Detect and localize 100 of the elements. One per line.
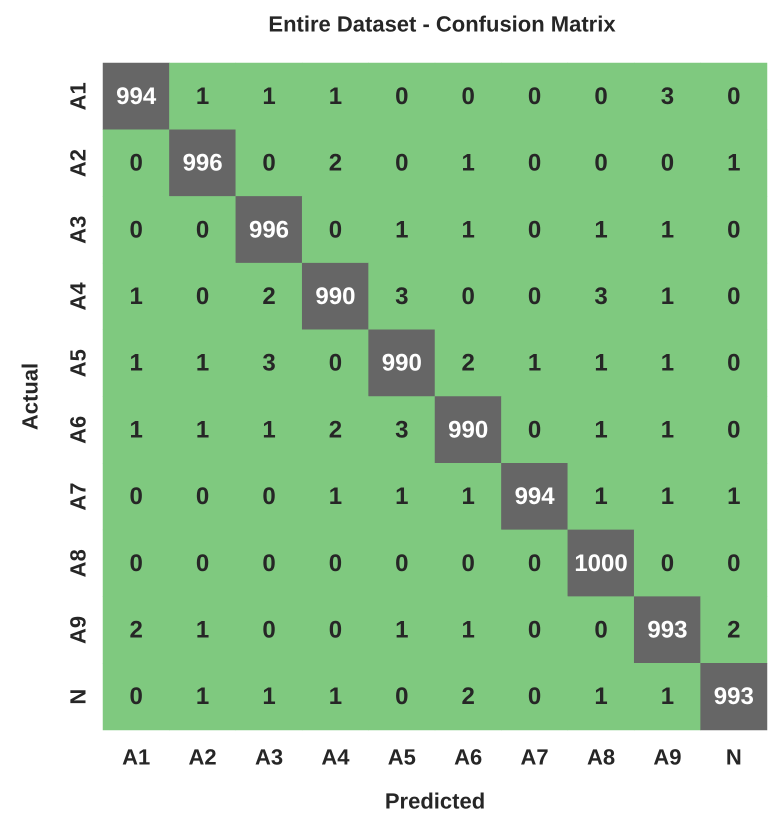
data-label: 990 bbox=[315, 282, 356, 310]
y-tick-label: A3 bbox=[66, 216, 90, 244]
y-tick-label: A7 bbox=[66, 482, 90, 511]
data-label: 0 bbox=[528, 683, 542, 710]
data-label: 1 bbox=[727, 483, 740, 510]
data-label: 1 bbox=[462, 216, 475, 244]
y-tick-label: A9 bbox=[66, 616, 90, 644]
data-label: 0 bbox=[462, 82, 475, 110]
data-label: 2 bbox=[462, 350, 475, 377]
data-label: 3 bbox=[594, 282, 608, 310]
data-label: 3 bbox=[395, 416, 408, 444]
data-label: 1 bbox=[196, 416, 210, 444]
x-axis-title: Predicted bbox=[384, 788, 486, 814]
data-label: 0 bbox=[727, 82, 740, 110]
y-tick-label: A5 bbox=[66, 349, 90, 378]
y-tick-label: N bbox=[66, 688, 90, 705]
data-label: 1 bbox=[130, 350, 143, 377]
data-label: 0 bbox=[130, 550, 143, 577]
data-label: 2 bbox=[462, 683, 475, 710]
data-label: 0 bbox=[130, 483, 143, 510]
data-label: 2 bbox=[262, 282, 276, 310]
y-tick-label: A4 bbox=[66, 282, 90, 311]
data-label: 1 bbox=[660, 483, 674, 510]
data-label: 0 bbox=[130, 150, 143, 177]
x-tick-label: A2 bbox=[188, 744, 217, 770]
x-tick-label: A1 bbox=[122, 744, 150, 770]
data-label: 990 bbox=[448, 416, 488, 444]
data-label: 0 bbox=[262, 483, 276, 510]
data-label: 0 bbox=[727, 282, 740, 310]
data-label: 1 bbox=[262, 683, 276, 710]
data-label: 3 bbox=[660, 82, 674, 110]
data-label: 0 bbox=[196, 282, 210, 310]
data-label: 996 bbox=[248, 216, 290, 244]
data-label: 0 bbox=[328, 216, 342, 244]
data-label: 1 bbox=[462, 483, 475, 510]
data-label: 0 bbox=[196, 216, 210, 244]
data-label: 1 bbox=[594, 416, 608, 444]
x-tick-label: A5 bbox=[388, 744, 416, 770]
data-label: 0 bbox=[262, 550, 276, 577]
data-label: 2 bbox=[130, 616, 143, 644]
x-tick-label: A6 bbox=[454, 744, 482, 770]
data-label: 2 bbox=[328, 416, 342, 444]
data-label: 0 bbox=[528, 616, 542, 644]
data-label: 1 bbox=[262, 416, 276, 444]
data-label: 3 bbox=[262, 350, 276, 377]
data-label: 1 bbox=[462, 616, 475, 644]
data-label: 994 bbox=[116, 82, 157, 110]
x-tick-label: A8 bbox=[586, 744, 616, 770]
data-label: 2 bbox=[328, 150, 342, 177]
data-label: 1 bbox=[328, 82, 342, 110]
data-label: 1 bbox=[130, 416, 143, 444]
data-label: 0 bbox=[328, 616, 342, 644]
data-label: 1 bbox=[660, 216, 674, 244]
x-tick-label: N bbox=[726, 744, 742, 770]
data-label: 0 bbox=[462, 282, 475, 310]
data-label: 1 bbox=[594, 683, 608, 710]
data-label: 1 bbox=[727, 150, 740, 177]
data-label: 0 bbox=[395, 683, 408, 710]
data-label: 0 bbox=[727, 350, 740, 377]
data-label: 0 bbox=[130, 216, 143, 244]
data-label: 1 bbox=[130, 282, 143, 310]
data-label: 0 bbox=[395, 150, 408, 177]
data-label: 1 bbox=[262, 82, 276, 110]
data-label: 1 bbox=[395, 483, 408, 510]
data-label: 0 bbox=[395, 82, 408, 110]
data-label: 1 bbox=[528, 350, 542, 377]
x-tick-label: A7 bbox=[520, 744, 549, 770]
data-label: 0 bbox=[727, 416, 740, 444]
data-label: 0 bbox=[594, 82, 608, 110]
x-tick-label: A9 bbox=[653, 744, 682, 770]
data-label: 0 bbox=[196, 550, 210, 577]
data-label: 1 bbox=[196, 350, 210, 377]
chart-title: Entire Dataset - Confusion Matrix bbox=[268, 12, 616, 36]
data-label: 993 bbox=[714, 683, 754, 710]
data-label: 0 bbox=[528, 150, 542, 177]
y-tick-label: A6 bbox=[66, 416, 90, 444]
data-label: 0 bbox=[528, 82, 542, 110]
data-label: 2 bbox=[727, 616, 740, 644]
data-label: 0 bbox=[727, 216, 740, 244]
data-label: 1 bbox=[660, 683, 674, 710]
y-tick-label: A1 bbox=[66, 82, 90, 110]
data-label: 0 bbox=[328, 350, 342, 377]
data-label: 0 bbox=[727, 550, 740, 577]
data-label: 1 bbox=[395, 216, 408, 244]
data-label: 1 bbox=[395, 616, 408, 644]
data-label: 0 bbox=[528, 550, 542, 577]
data-label: 1 bbox=[196, 616, 210, 644]
data-label: 994 bbox=[514, 483, 556, 510]
data-label: 0 bbox=[262, 150, 276, 177]
data-label: 1 bbox=[660, 416, 674, 444]
data-label: 0 bbox=[262, 616, 276, 644]
data-label: 0 bbox=[594, 150, 608, 177]
data-label: 0 bbox=[395, 550, 408, 577]
data-label: 0 bbox=[594, 616, 608, 644]
data-label: 0 bbox=[660, 150, 674, 177]
data-label: 1 bbox=[594, 350, 608, 377]
data-label: 1 bbox=[594, 216, 608, 244]
data-label: 1 bbox=[660, 350, 674, 377]
data-label: 1 bbox=[328, 683, 342, 710]
y-tick-label: A8 bbox=[66, 549, 90, 578]
